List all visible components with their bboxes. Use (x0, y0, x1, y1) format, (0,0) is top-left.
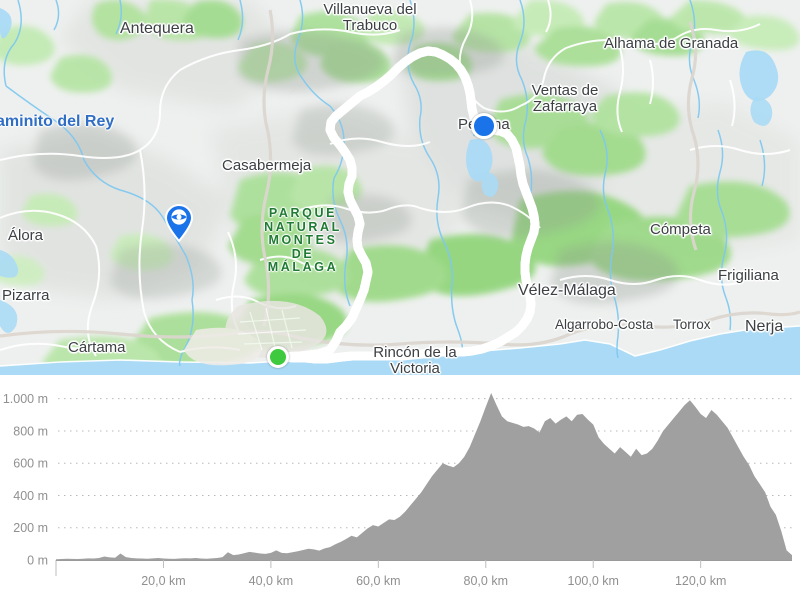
y-tick-label-200: 200 m (13, 521, 48, 535)
x-tick-label-40: 40,0 km (249, 574, 293, 588)
y-tick-label-400: 400 m (13, 489, 48, 503)
y-tick-label-800: 800 m (13, 424, 48, 438)
chart-y-tick-labels: 0 m 200 m 400 m 600 m 800 m 1.000 m (3, 392, 48, 567)
route-current-marker[interactable] (471, 113, 497, 139)
viewpoint-poi-marker[interactable] (164, 203, 194, 243)
elevation-profile-chart[interactable]: 0 m 200 m 400 m 600 m 800 m 1.000 m 20,0 km 40… (0, 375, 800, 600)
rivers (3, 0, 766, 367)
x-tick-label-120: 120,0 km (675, 574, 726, 588)
map-base-layer (0, 0, 800, 375)
y-tick-label-600: 600 m (13, 457, 48, 471)
y-tick-label-1000: 1.000 m (3, 392, 48, 406)
chart-axes (55, 560, 792, 576)
x-tick-label-80: 80,0 km (464, 574, 508, 588)
route-start-marker[interactable] (267, 346, 289, 368)
elevation-chart-svg[interactable]: 0 m 200 m 400 m 600 m 800 m 1.000 m 20,0 km 40… (0, 375, 800, 600)
urban-area (184, 300, 327, 366)
route-polyline (273, 46, 540, 364)
x-tick-label-100: 100,0 km (568, 574, 619, 588)
eye-icon (171, 214, 187, 220)
elevation-area-elevation (56, 393, 792, 560)
water-bodies (0, 8, 779, 333)
x-tick-label-60: 60,0 km (356, 574, 400, 588)
chart-x-tick-labels: 20,0 km 40,0 km 60,0 km 80,0 km 100,0 km 120,… (141, 574, 726, 588)
x-tick-label-20: 20,0 km (141, 574, 185, 588)
chart-area-series (56, 393, 792, 560)
map-canvas[interactable]: Antequera Villanueva del Trabuco Alhama … (0, 0, 800, 375)
y-tick-label-0: 0 m (27, 554, 48, 568)
